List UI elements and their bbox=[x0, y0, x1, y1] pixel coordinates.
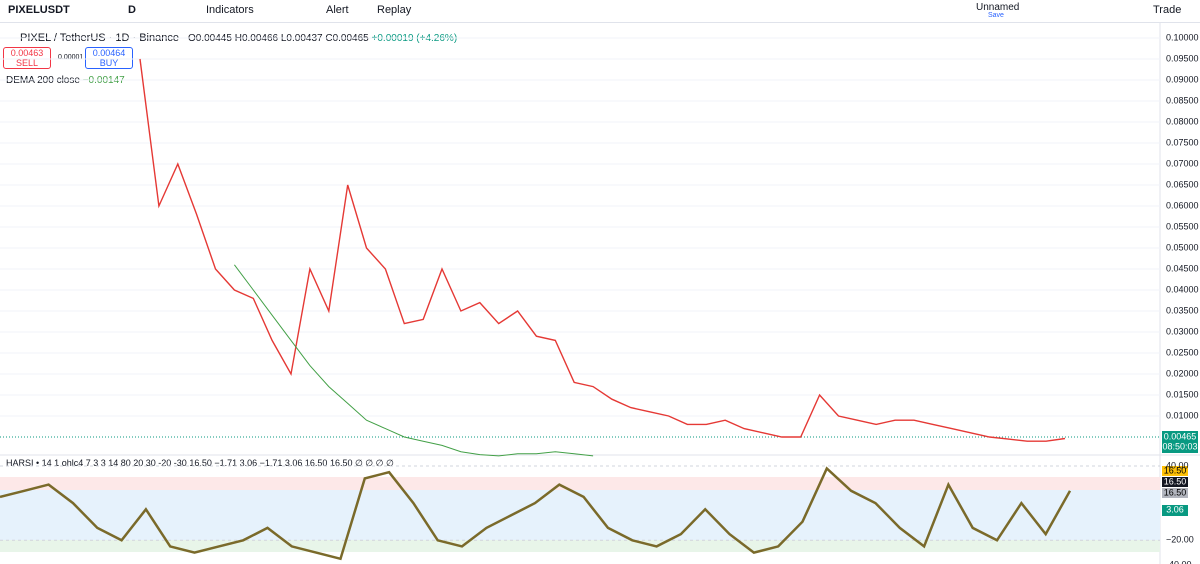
overbought-zone bbox=[0, 477, 1160, 490]
y-tick-label: 0.07500 bbox=[1166, 137, 1199, 147]
sell-label: SELL bbox=[15, 58, 39, 68]
sell-price: 0.00463 bbox=[10, 48, 44, 58]
y-tick-label: 0.08000 bbox=[1166, 116, 1199, 126]
layout-name[interactable]: Unnamed bbox=[976, 2, 1020, 13]
y-tick-label: 0.07000 bbox=[1166, 158, 1199, 168]
y-tick-label: 0.03500 bbox=[1166, 305, 1199, 315]
harsi-legend: HARSI • 14 1 ohlc4 7 3 3 14 80 20 30 -20… bbox=[6, 458, 394, 468]
y-tick-label: 0.04000 bbox=[1166, 284, 1199, 294]
series-line bbox=[234, 264, 594, 457]
trade-button[interactable]: Trade bbox=[1153, 4, 1182, 16]
spread: 0.00001 bbox=[58, 54, 84, 61]
y-tick-label: 0.09500 bbox=[1166, 53, 1199, 63]
y-tick-label: −20.00 bbox=[1166, 535, 1194, 545]
harsi-values: 16.50 −1.71 3.06 −1.71 3.06 16.50 16.50 … bbox=[189, 458, 394, 468]
series-line bbox=[139, 58, 1066, 442]
y-tick-label: 0.09000 bbox=[1166, 74, 1199, 84]
alert-button[interactable]: Alert bbox=[326, 4, 349, 16]
last-price-tag bbox=[1162, 431, 1198, 453]
countdown: 08:50:03 bbox=[1162, 441, 1197, 451]
replay-button[interactable]: Replay bbox=[377, 4, 412, 16]
buy-price: 0.00464 bbox=[92, 48, 126, 58]
harsi-params: 14 1 ohlc4 7 3 3 14 80 20 30 -20 -30 bbox=[41, 458, 187, 468]
harsi-label-c: 16.50 bbox=[1164, 487, 1187, 497]
neutral-zone bbox=[0, 490, 1160, 540]
y-tick-label: 0.03000 bbox=[1166, 326, 1199, 336]
y-tick-label: 0.01000 bbox=[1166, 410, 1199, 420]
symbol[interactable]: PIXELUSDT bbox=[8, 4, 70, 16]
harsi-tag-c bbox=[1162, 488, 1188, 498]
y-tick-label: -40.00 bbox=[1166, 559, 1192, 564]
series-line bbox=[0, 466, 1072, 561]
harsi-tag-a bbox=[1162, 466, 1188, 476]
y-tick-label: 0.06500 bbox=[1166, 179, 1199, 189]
y-tick-label: 0.08500 bbox=[1166, 95, 1199, 105]
oversold-zone bbox=[0, 540, 1160, 552]
y-tick-label: 0.02500 bbox=[1166, 347, 1199, 357]
y-tick-label: 0.02000 bbox=[1166, 368, 1199, 378]
buy-button[interactable]: 0.00464 BUY bbox=[85, 47, 133, 69]
interval[interactable]: D bbox=[128, 4, 136, 16]
harsi-tag-d bbox=[1162, 505, 1188, 516]
harsi-label-b: 16.50 bbox=[1164, 476, 1187, 486]
y-tick-label: 40.00 bbox=[1166, 460, 1189, 470]
y-tick-label: 0.06000 bbox=[1166, 200, 1199, 210]
harsi-tag-b bbox=[1162, 477, 1188, 487]
last-price-label: 0.00465 bbox=[1164, 431, 1197, 441]
sell-button[interactable]: 0.00463 SELL bbox=[3, 47, 51, 69]
harsi-label-a: 16.50 bbox=[1164, 465, 1187, 475]
y-tick-label: 0.05500 bbox=[1166, 221, 1199, 231]
toolbar: PIXELUSDT D Indicators Alert Replay Unna… bbox=[0, 0, 1200, 23]
y-tick-label: 0.05000 bbox=[1166, 242, 1199, 252]
y-tick-label: 0.01500 bbox=[1166, 389, 1199, 399]
y-tick-label: 0.04500 bbox=[1166, 263, 1199, 273]
harsi-label-d: 3.06 bbox=[1166, 504, 1184, 514]
save-button[interactable]: Save bbox=[988, 12, 1004, 19]
harsi-name: HARSI bbox=[6, 458, 34, 468]
buy-label: BUY bbox=[99, 58, 119, 68]
indicators-button[interactable]: Indicators bbox=[206, 4, 254, 16]
y-tick-label: 0.10000 bbox=[1166, 32, 1199, 42]
